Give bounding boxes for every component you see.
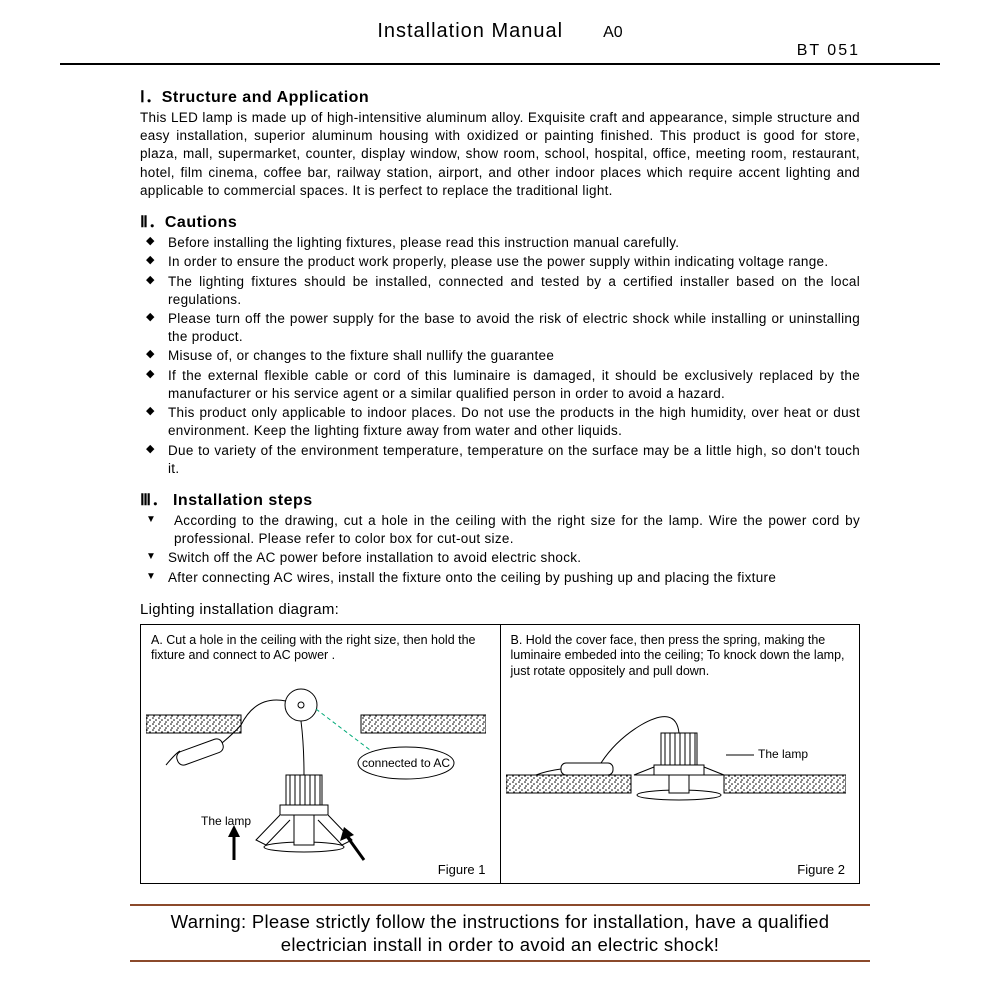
panel-b-caption: B. Hold the cover face, then press the s… [511,633,850,680]
caution-item: Before installing the lighting fixtures,… [140,234,860,252]
install-step: Switch off the AC power before installat… [140,549,860,567]
figure-1-caption: Figure 1 [438,862,486,877]
section-1-paragraph: This LED lamp is made up of high-intensi… [140,109,860,200]
cautions-list: Before installing the lighting fixtures,… [140,234,860,478]
figure-2-caption: Figure 2 [797,862,845,877]
caution-item: In order to ensure the product work prop… [140,253,860,271]
diagram-container: A. Cut a hole in the ceiling with the ri… [140,624,860,884]
revision-code: A0 [603,24,623,42]
diagram-panel-a: A. Cut a hole in the ceiling with the ri… [141,625,500,883]
section-2-heading: Ⅱ．Cautions [140,208,860,232]
caution-item: The lighting fixtures should be installe… [140,273,860,309]
ac-label: connected to AC [362,756,450,770]
lamp-label: The lamp [201,814,251,828]
lamp-icon [634,733,724,800]
install-step: According to the drawing, cut a hole in … [140,512,860,548]
section-1-heading: Ⅰ．Structure and Application [140,83,860,107]
content-body: Ⅰ．Structure and Application This LED lam… [0,65,1000,884]
caution-item: This product only applicable to indoor p… [140,404,860,440]
caution-item: Misuse of, or changes to the fixture sha… [140,347,860,365]
lamp-icon [256,775,352,852]
caution-item: Please turn off the power supply for the… [140,310,860,346]
install-steps-list: According to the drawing, cut a hole in … [140,512,860,587]
model-code: BT 051 [797,42,860,60]
diagram-panel-b: B. Hold the cover face, then press the s… [500,625,860,883]
warning-banner: Warning: Please strictly follow the inst… [130,904,870,962]
section-3-heading: Ⅲ． Installation steps [140,486,860,510]
diagram-title: Lighting installation diagram: [140,601,860,618]
page-title: Installation Manual [377,20,563,43]
caution-item: If the external flexible cable or cord o… [140,367,860,403]
figure-2-svg: The lamp [506,685,846,875]
lamp-label: The lamp [758,747,808,761]
document-header: Installation Manual A0 BT 051 [0,20,1000,49]
caution-item: Due to variety of the environment temper… [140,442,860,478]
panel-a-caption: A. Cut a hole in the ceiling with the ri… [151,633,490,664]
install-step: After connecting AC wires, install the f… [140,569,860,587]
figure-1-svg: connected to AC The lamp [146,675,486,875]
